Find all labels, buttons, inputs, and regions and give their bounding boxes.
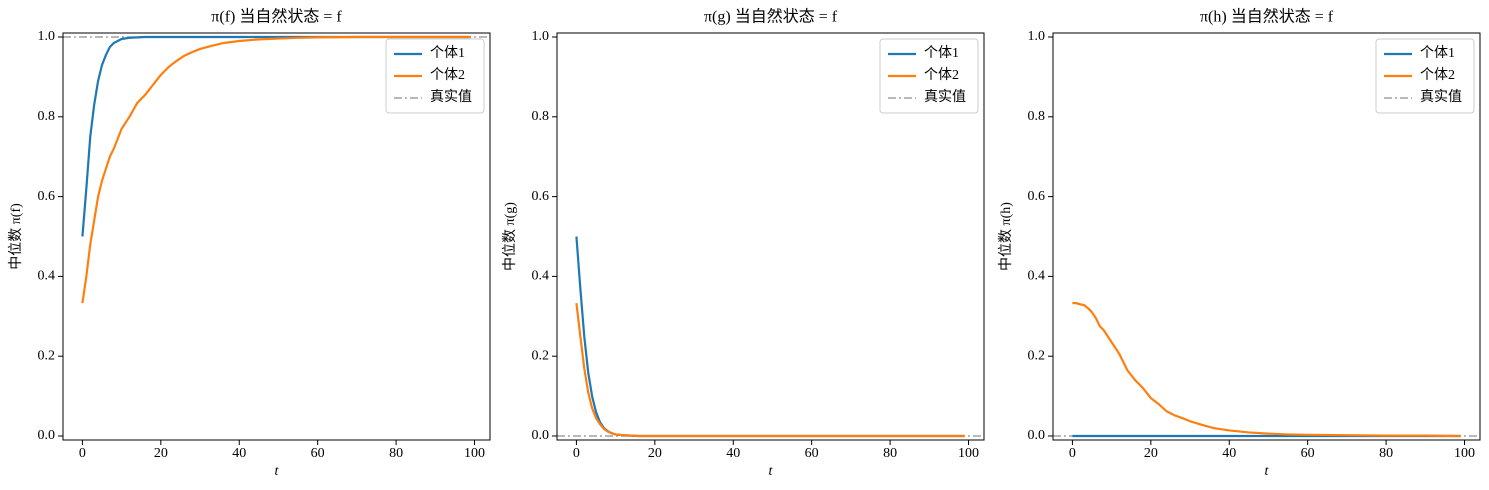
y-tick-label: 0.4 — [532, 269, 550, 284]
y-tick-label: 0.2 — [38, 348, 56, 363]
series-line — [1072, 302, 1461, 438]
x-tick-label: 0 — [573, 446, 580, 461]
y-tick-label: 0.6 — [1028, 189, 1046, 204]
y-tick-label: 0.2 — [1028, 348, 1046, 363]
y-tick-label: 0.6 — [38, 189, 56, 204]
x-tick-label: 80 — [389, 446, 403, 461]
x-tick-label: 80 — [1379, 446, 1393, 461]
x-axis-label: t — [275, 464, 280, 479]
x-tick-label: 0 — [1069, 446, 1076, 461]
legend-label: 个体2 — [924, 67, 959, 83]
legend-label: 个体2 — [430, 67, 465, 83]
legend-box — [385, 38, 485, 114]
legend-label: 真实值 — [1420, 89, 1462, 105]
legend-label: 真实值 — [924, 89, 966, 105]
y-tick-label: 0.8 — [38, 109, 56, 124]
series-line — [575, 303, 965, 438]
x-tick-label: 20 — [154, 446, 168, 461]
y-tick-label: 1.0 — [38, 29, 56, 44]
y-tick-label: 0.0 — [1028, 428, 1046, 443]
y-tick-label: 1.0 — [1028, 29, 1046, 44]
plot-frame — [62, 32, 491, 441]
x-tick-label: 0 — [79, 446, 86, 461]
legend-label: 个体1 — [924, 45, 959, 61]
y-axis-label: 中位数 π(f) — [8, 203, 24, 270]
x-axis-label: t — [1265, 464, 1270, 479]
y-tick-label: 0.0 — [38, 428, 56, 443]
y-tick-label: 0.4 — [38, 269, 56, 284]
chart-title: π(f) 当自然状态 = f — [211, 8, 342, 26]
chart-title: π(g) 当自然状态 = f — [704, 8, 838, 26]
x-tick-label: 60 — [311, 446, 325, 461]
x-tick-label: 100 — [958, 446, 979, 461]
y-axis-label: 中位数 π(g) — [502, 202, 518, 271]
series-line — [81, 35, 471, 304]
plot-frame — [556, 32, 985, 441]
x-tick-label: 80 — [883, 446, 897, 461]
y-tick-label: 1.0 — [532, 29, 550, 44]
chart-title: π(h) 当自然状态 = f — [1200, 8, 1334, 26]
x-tick-label: 60 — [1301, 446, 1315, 461]
y-tick-label: 0.6 — [532, 189, 550, 204]
y-tick-label: 0.0 — [532, 428, 550, 443]
x-tick-label: 100 — [1454, 446, 1475, 461]
y-tick-label: 0.4 — [1028, 269, 1046, 284]
y-tick-label: 0.2 — [532, 348, 550, 363]
x-axis-label: t — [769, 464, 774, 479]
y-tick-label: 0.8 — [532, 109, 550, 124]
x-tick-label: 40 — [1222, 446, 1236, 461]
legend-box — [879, 38, 979, 114]
x-tick-label: 20 — [1144, 446, 1158, 461]
x-tick-label: 60 — [805, 446, 819, 461]
series-line — [575, 236, 965, 438]
legend-box — [1375, 38, 1475, 114]
x-tick-label: 20 — [648, 446, 662, 461]
x-tick-label: 100 — [464, 446, 485, 461]
y-axis-label: 中位数 π(h) — [998, 202, 1014, 271]
legend-label: 个体1 — [1420, 45, 1455, 61]
legend-label: 真实值 — [430, 89, 472, 105]
x-tick-label: 40 — [726, 446, 740, 461]
y-tick-label: 0.8 — [1028, 109, 1046, 124]
legend-label: 个体2 — [1420, 67, 1455, 83]
plot-frame — [1052, 32, 1481, 441]
legend-label: 个体1 — [430, 45, 465, 61]
x-tick-label: 40 — [232, 446, 246, 461]
